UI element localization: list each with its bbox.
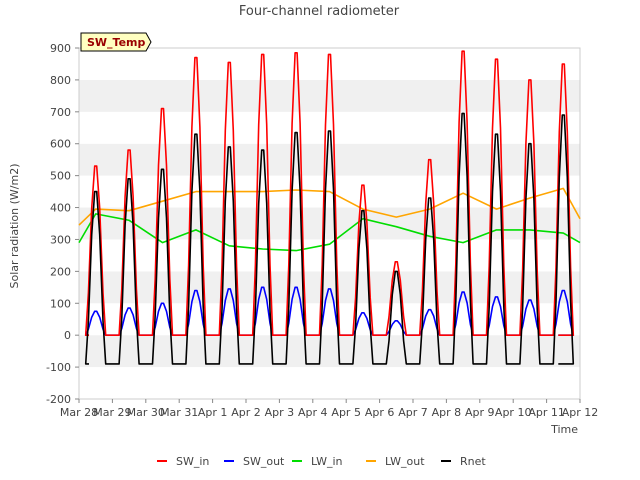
grid-band [79,271,580,304]
y-tick-label: -100 [46,361,71,374]
legend-label-lw-in: LW_in [311,455,343,468]
grid-band [79,48,580,80]
chart-title: Four-channel radiometer [239,4,400,19]
x-tick-label: Apr 12 [562,406,599,419]
series-line-lw-in [78,213,581,252]
y-tick-label: 600 [50,138,71,151]
series-line-rnet [84,112,575,365]
x-tick-label: Apr 9 [465,406,495,419]
grid-band [79,207,580,240]
y-tick-label: 200 [50,265,71,278]
grid-band [79,303,580,336]
series-line-sw-in [84,50,575,336]
x-tick-label: Mar 31 [160,406,198,419]
y-tick-label: 300 [50,233,71,246]
x-tick-label: Apr 11 [528,406,565,419]
series-line-sw-out [84,286,575,336]
x-tick-label: Apr 2 [231,406,261,419]
sw-temp-badge: SW_Temp [80,32,152,52]
y-tick-label: 800 [50,74,71,87]
y-axis: -200 -100 0 100 200 300 400 500 600 700 800 900 [46,42,79,406]
x-tick-label: Apr 3 [265,406,295,419]
legend-label-sw-in: SW_in [176,455,209,468]
x-tick-label: Apr 10 [495,406,532,419]
grid-band [79,111,580,144]
y-tick-label: 500 [50,170,71,183]
y-tick-label: 400 [50,202,71,215]
y-tick-label: 100 [50,297,71,310]
x-tick-label: Apr 7 [398,406,428,419]
x-tick-label: Mar 30 [127,406,165,419]
grid-band [79,367,580,399]
x-tick-label: Mar 28 [60,406,98,419]
x-tick-label: Apr 6 [365,406,395,419]
series-line-lw-out [78,187,581,226]
x-tick-label: Apr 5 [331,406,361,419]
series-layer [78,50,581,365]
plot-background-bands [79,48,580,399]
plot-area [78,47,581,400]
y-tick-label: 0 [64,329,71,342]
x-tick-label: Apr 4 [298,406,328,419]
y-axis-label: Solar radiation (W/m2) [8,163,21,288]
sw-temp-badge-label: SW_Temp [87,36,146,49]
x-tick-label: Apr 1 [198,406,228,419]
legend-label-rnet: Rnet [460,455,486,468]
legend-label-lw-out: LW_out [385,455,425,468]
y-tick-label: 900 [50,42,71,55]
y-tick-label: -200 [46,393,71,406]
y-tick-label: 700 [50,106,71,119]
x-tick-label: Mar 29 [93,406,131,419]
legend-label-sw-out: SW_out [243,455,285,468]
legend: SW_in SW_out LW_in LW_out Rnet [157,455,486,468]
grid-band [79,335,580,368]
grid-band [79,79,580,112]
x-axis-label: Time [550,423,578,436]
x-tick-label: Apr 8 [432,406,462,419]
grid-band [79,143,580,176]
